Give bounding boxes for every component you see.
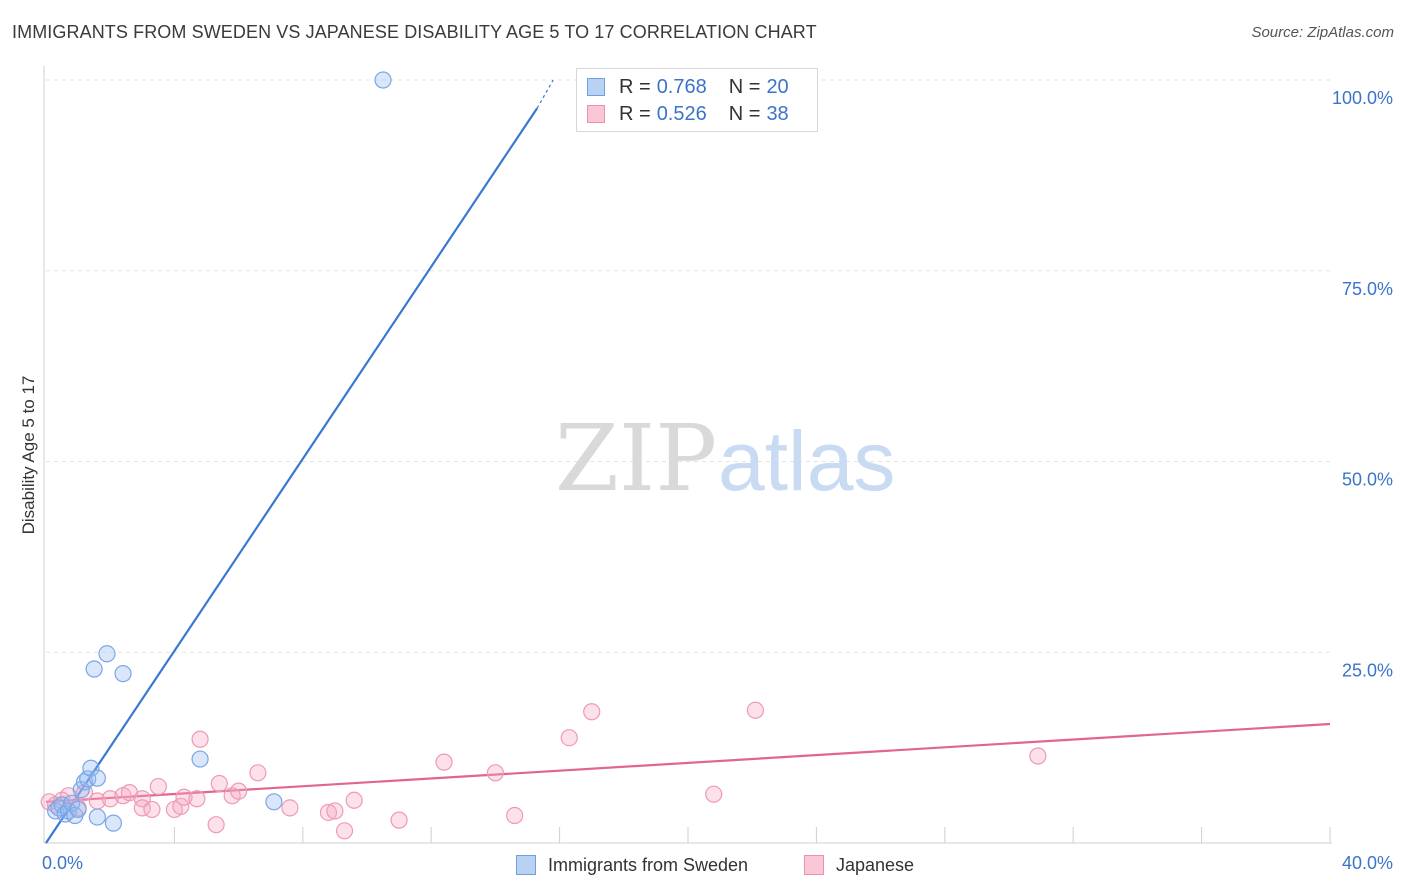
y-tick-label: 50.0%	[1342, 470, 1393, 490]
point-sweden	[69, 800, 87, 819]
point-sweden	[191, 750, 209, 768]
watermark-atlas: atlas	[718, 414, 895, 508]
tick-labels: 25.0% 50.0% 75.0% 100.0% 0.0% 40.0%	[42, 88, 1393, 873]
point-japanese	[560, 729, 578, 747]
legend-r-value-sweden: 0.768	[656, 75, 707, 98]
trend-lines	[45, 79, 1331, 844]
trendline-sweden-extension	[536, 79, 554, 109]
point-japanese	[101, 790, 119, 808]
point-sweden	[82, 759, 100, 777]
point-sweden	[88, 808, 106, 826]
point-japanese	[486, 764, 504, 782]
point-japanese	[506, 806, 524, 825]
x-tick-label: 0.0%	[42, 853, 83, 873]
point-japanese	[390, 811, 408, 829]
bottom-legend-japanese: Japanese	[804, 852, 914, 878]
point-japanese	[175, 788, 193, 806]
point-japanese	[143, 800, 161, 819]
grid-lines	[46, 79, 1334, 653]
point-sweden	[104, 814, 123, 832]
point-japanese	[188, 790, 206, 808]
point-japanese	[172, 797, 190, 815]
point-sweden	[265, 793, 283, 811]
point-japanese	[230, 782, 248, 800]
point-sweden	[88, 769, 106, 787]
trendline-japanese	[45, 722, 1331, 803]
point-japanese	[1029, 747, 1047, 765]
legend-r-label: R =	[619, 75, 651, 98]
point-sweden	[374, 71, 392, 89]
watermark-zip: ZIP	[555, 405, 717, 512]
point-sweden	[79, 770, 97, 788]
legend-n-value-japanese: 38	[766, 102, 789, 125]
point-sweden	[98, 645, 116, 663]
y-tick-label: 75.0%	[1342, 279, 1393, 299]
legend-r-value-japanese: 0.526	[656, 102, 707, 125]
correlation-legend: R = 0.768 N = 20 R = 0.526 N = 38	[576, 68, 818, 132]
chart-title: IMMIGRANTS FROM SWEDEN VS JAPANESE DISAB…	[12, 22, 817, 42]
point-japanese	[249, 764, 267, 782]
legend-row-sweden: R = 0.768 N = 20	[587, 74, 789, 100]
legend-n-label: N =	[728, 75, 761, 98]
legend-n-label: N =	[728, 102, 761, 125]
axes	[43, 66, 1332, 844]
point-japanese	[435, 753, 453, 771]
y-axis-label: Disability Age 5 to 17	[19, 376, 38, 535]
point-sweden	[85, 660, 103, 678]
point-japanese	[326, 802, 344, 820]
data-points	[40, 71, 1047, 840]
legend-swatch-sweden	[587, 78, 605, 96]
point-sweden	[47, 802, 65, 820]
point-japanese	[210, 774, 228, 793]
bottom-legend-sweden: Immigrants from Sweden	[516, 852, 748, 878]
source-label: Source: ZipAtlas.com	[1251, 24, 1394, 41]
bottom-legend-swatch-sweden	[516, 855, 536, 875]
point-japanese	[746, 701, 765, 719]
point-japanese	[133, 790, 151, 808]
legend-row-japanese: R = 0.526 N = 38	[587, 101, 789, 127]
point-japanese	[583, 703, 601, 721]
point-sweden	[114, 665, 132, 683]
y-tick-label: 100.0%	[1332, 88, 1393, 108]
legend-swatch-japanese	[587, 105, 605, 123]
point-japanese	[191, 730, 209, 748]
trendline-sweden	[45, 107, 539, 844]
point-sweden	[50, 799, 68, 817]
point-japanese	[207, 816, 225, 834]
point-sweden	[75, 773, 94, 791]
point-japanese	[335, 822, 354, 840]
bottom-legend-swatch-japanese	[804, 855, 824, 875]
bottom-legend-label-sweden: Immigrants from Sweden	[548, 854, 749, 875]
legend-n-value-sweden: 20	[766, 75, 789, 98]
point-japanese	[281, 799, 299, 817]
point-japanese	[705, 785, 723, 803]
point-japanese	[319, 803, 338, 822]
point-japanese	[345, 791, 363, 809]
bottom-legend-label-japanese: Japanese	[836, 854, 915, 875]
x-tick-label: 40.0%	[1342, 853, 1393, 873]
y-tick-label: 25.0%	[1342, 660, 1393, 680]
point-japanese	[149, 777, 167, 796]
legend-r-label: R =	[619, 102, 651, 125]
